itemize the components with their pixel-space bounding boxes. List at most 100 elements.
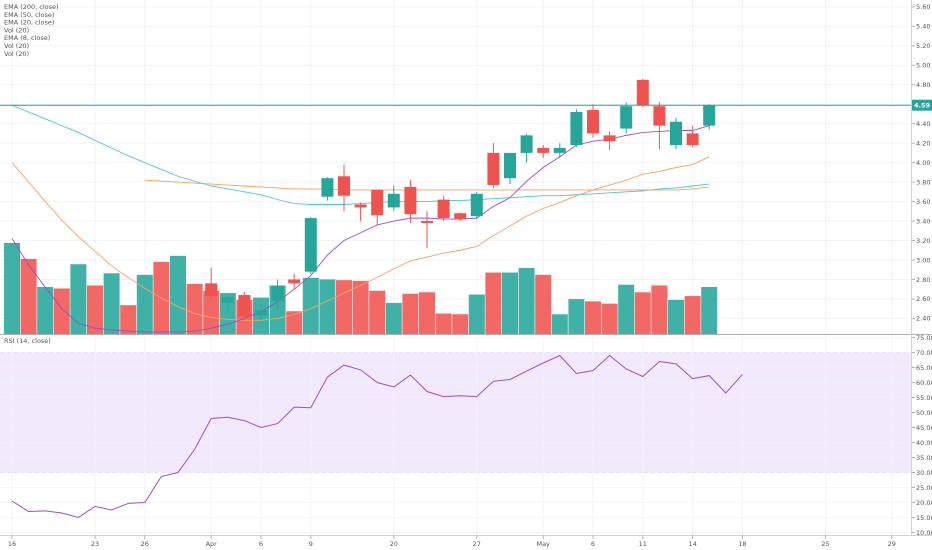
time-tick-label: 27 (473, 540, 481, 548)
candle-body (421, 221, 433, 223)
price-tick-label: 2.80 (916, 276, 930, 284)
rsi-tick-label: 65.00 (916, 364, 932, 372)
price-tick-label: 3.00 (916, 256, 930, 264)
price-tick-label: 4.20 (916, 139, 930, 147)
volume-bar (385, 302, 402, 334)
price-tick-label: 2.40 (916, 315, 930, 323)
volume-bar (120, 305, 137, 334)
last-price-label: 4.59 (914, 101, 931, 109)
rsi-tick-label: 35.00 (916, 454, 932, 462)
volume-bar (53, 288, 70, 334)
time-tick-label: 25 (821, 540, 829, 548)
candle-body (537, 148, 550, 153)
time-axis[interactable]: 16 23 26 Apr 6 9 20 27 May 6 11 14 18 25 29 (8, 535, 896, 548)
price-tick-label: 2.60 (916, 295, 930, 303)
volume-bar (136, 274, 153, 334)
ema-20-line (144, 179, 710, 191)
time-tick-label: 20 (390, 540, 398, 548)
volume-bar (502, 272, 518, 334)
volume-bar (468, 294, 485, 334)
rsi-grid (0, 336, 911, 535)
volume-bar (485, 272, 502, 334)
time-tick-label: 9 (309, 540, 313, 548)
rsi-tick-label: 20.00 (916, 499, 932, 507)
candle-body (587, 110, 599, 134)
volume-bar (402, 293, 419, 334)
volume-bar (103, 273, 120, 334)
volume-bar (203, 290, 220, 334)
time-tick-label: 6 (259, 540, 263, 548)
rsi-tick-label: 45.00 (916, 424, 932, 432)
candle-body (205, 283, 218, 297)
price-tick-label: 5.20 (916, 42, 930, 50)
volume-bar (336, 280, 352, 334)
candle-body (221, 296, 234, 303)
volume-bar (186, 283, 203, 334)
candle-body (570, 112, 583, 146)
candle-body (653, 106, 666, 126)
candle-body (354, 204, 367, 208)
volume-bar (701, 286, 718, 334)
candle-body (487, 152, 500, 186)
rsi-tick-label: 40.00 (916, 439, 932, 447)
rsi-title: RSI (14, close) (4, 337, 51, 345)
rsi-pane: RSI (14, close) 10.00 15.00 20.00 25.00 30.0… (0, 334, 932, 537)
rsi-tick-label: 10.00 (916, 529, 932, 537)
rsi-tick-label: 50.00 (916, 409, 932, 417)
volume-bar (319, 279, 336, 334)
legend-entry: EMA (20, close) (4, 19, 54, 27)
price-tick-label: 5.40 (916, 23, 930, 31)
legend-entry: Vol (20) (4, 42, 29, 50)
volume-bar (651, 285, 668, 334)
candle-body (520, 135, 533, 153)
candle-body (636, 79, 649, 106)
volume-bar (452, 314, 469, 334)
candle-body (553, 148, 566, 153)
legend-entry: Vol (20) (4, 26, 29, 34)
volume-bar (535, 274, 552, 334)
price-axis[interactable]: 2.40 2.60 2.80 3.00 3.20 3.40 3.60 3.80 4.00 4.20… (911, 3, 930, 323)
time-tick-label: 18 (738, 540, 746, 548)
indicator-legend: EMA (200, close)EMA (50, close)EMA (20, … (4, 3, 59, 58)
rsi-tick-label: 55.00 (916, 394, 932, 402)
rsi-axis[interactable]: 10.00 15.00 20.00 25.00 30.00 35.00 40.00 45.00… (911, 334, 932, 537)
legend-entry: EMA (200, close) (4, 3, 59, 11)
time-tick-label: 11 (639, 540, 647, 548)
last-price-tag (912, 99, 932, 111)
time-tick-label: 14 (688, 540, 696, 548)
rsi-line (11, 354, 743, 519)
rsi-tick-label: 30.00 (916, 469, 932, 477)
time-tick-label: 26 (141, 540, 149, 548)
volume-bar (634, 292, 651, 334)
volume-bar (435, 313, 452, 334)
candle-body (404, 186, 417, 215)
volume-bar (551, 314, 568, 334)
candle-body (670, 121, 682, 146)
price-pane: EMA (200, close)EMA (50, close)EMA (20, … (0, 0, 932, 334)
volume-bar (302, 277, 319, 334)
time-tick-label: Apr (206, 540, 218, 548)
candle-body (703, 105, 716, 126)
volume-bar (352, 280, 369, 334)
volume-bar (684, 296, 701, 334)
rsi-tick-label: 15.00 (916, 514, 932, 522)
candle-body (238, 295, 251, 317)
candle-body (288, 279, 301, 284)
ema-8-line (11, 125, 710, 333)
volume-bars (4, 242, 718, 334)
legend-entry: Vol (20) (4, 50, 29, 58)
time-tick-label: 29 (888, 540, 896, 548)
volume-bar (585, 301, 601, 334)
rsi-tick-label: 70.00 (916, 349, 932, 357)
volume-bar (37, 286, 54, 334)
volume-bar (219, 293, 236, 334)
volume-bar (618, 284, 635, 334)
volume-bar (568, 299, 585, 334)
volume-bar (601, 303, 618, 334)
volume-bar (20, 258, 37, 334)
candle-body (371, 189, 384, 216)
volume-bar (170, 255, 186, 334)
candle-body (304, 218, 317, 272)
volume-bar (369, 290, 386, 334)
